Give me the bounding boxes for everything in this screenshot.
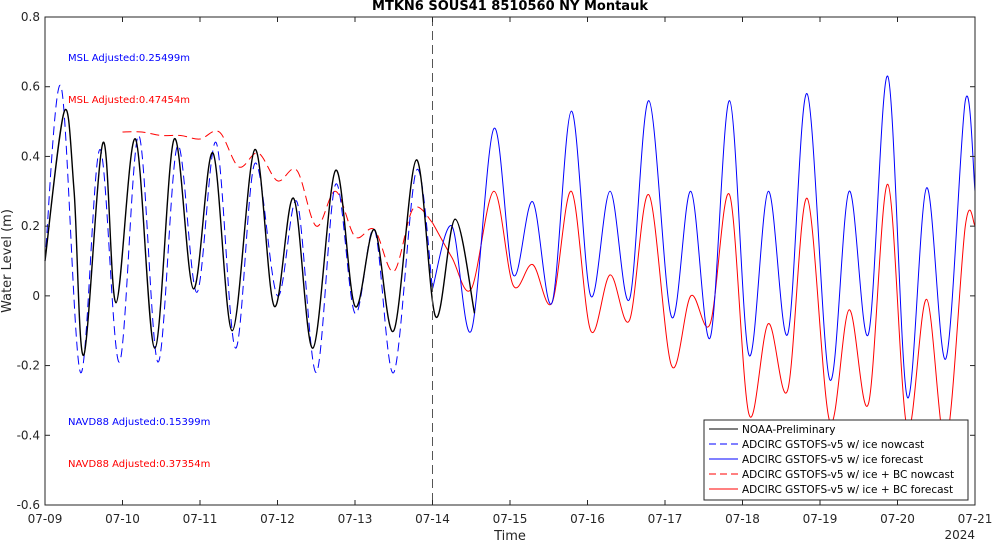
y-tick-label: 0.8: [21, 10, 40, 24]
legend-label-nowcast: ADCIRC GSTOFS-v5 w/ ice nowcast: [742, 439, 924, 451]
x-tick-label: 07-20: [880, 512, 915, 526]
legend-label-noaa: NOAA-Preliminary: [742, 424, 835, 436]
legend-label-bc-nowcast: ADCIRC GSTOFS-v5 w/ ice + BC nowcast: [742, 469, 954, 481]
msl-adjusted-blue: MSL Adjusted:0.25499m: [68, 53, 190, 64]
legend-box: [703, 419, 969, 501]
y-tick-label: 0: [32, 289, 40, 303]
x-tick-label: 07-19: [803, 512, 838, 526]
y-axis-label: Water Level (m): [0, 209, 15, 313]
x-tick-label: 07-17: [648, 512, 683, 526]
y-tick-label: -0.6: [17, 498, 40, 512]
y-tick-label: -0.2: [17, 359, 40, 373]
x-tick-label: 07-16: [570, 512, 605, 526]
x-tick-label: 07-13: [338, 512, 373, 526]
x-axis-label: Time: [493, 529, 526, 541]
x-tick-label: 07-18: [725, 512, 760, 526]
navd88-adjusted-red: NAVD88 Adjusted:0.37354m: [68, 459, 210, 470]
series-line-0: [44, 108, 476, 356]
x-year-label: 2024: [944, 528, 975, 541]
chart-title: MTKN6 SOUS41 8510560 NY Montauk: [372, 0, 648, 14]
x-axis-ticks: 07-09 07-10 07-11 07-12 07-13 07-14 07-15 07-16…: [28, 17, 992, 526]
series-line-2: [432, 75, 976, 399]
y-tick-label: -0.4: [17, 428, 40, 442]
x-tick-label: 07-11: [183, 512, 218, 526]
legend-label-bc-forecast: ADCIRC GSTOFS-v5 w/ ice + BC forecast: [742, 484, 953, 496]
series-layer: [44, 75, 976, 444]
x-tick-label: 07-15: [493, 512, 528, 526]
x-tick-label: 07-12: [260, 512, 295, 526]
y-tick-label: 0.4: [21, 149, 40, 163]
x-tick-label: 07-14: [415, 512, 450, 526]
y-tick-label: 0.6: [21, 80, 40, 94]
series-line-3: [122, 130, 433, 273]
y-axis-ticks: -0.6 -0.4 -0.2 0 0.2 0.4 0.6 0.8: [17, 10, 975, 512]
x-tick-label: 07-09: [28, 512, 63, 526]
msl-adjusted-red: MSL Adjusted:0.47454m: [68, 95, 190, 106]
x-tick-label: 07-21: [958, 512, 992, 526]
legend-label-forecast: ADCIRC GSTOFS-v5 w/ ice forecast: [742, 454, 923, 466]
legend: NOAA-Preliminary ADCIRC GSTOFS-v5 w/ ice…: [703, 419, 969, 501]
navd88-adjusted-blue: NAVD88 Adjusted:0.15399m: [68, 417, 210, 428]
x-tick-label: 07-10: [105, 512, 140, 526]
y-tick-label: 0.2: [21, 219, 40, 233]
